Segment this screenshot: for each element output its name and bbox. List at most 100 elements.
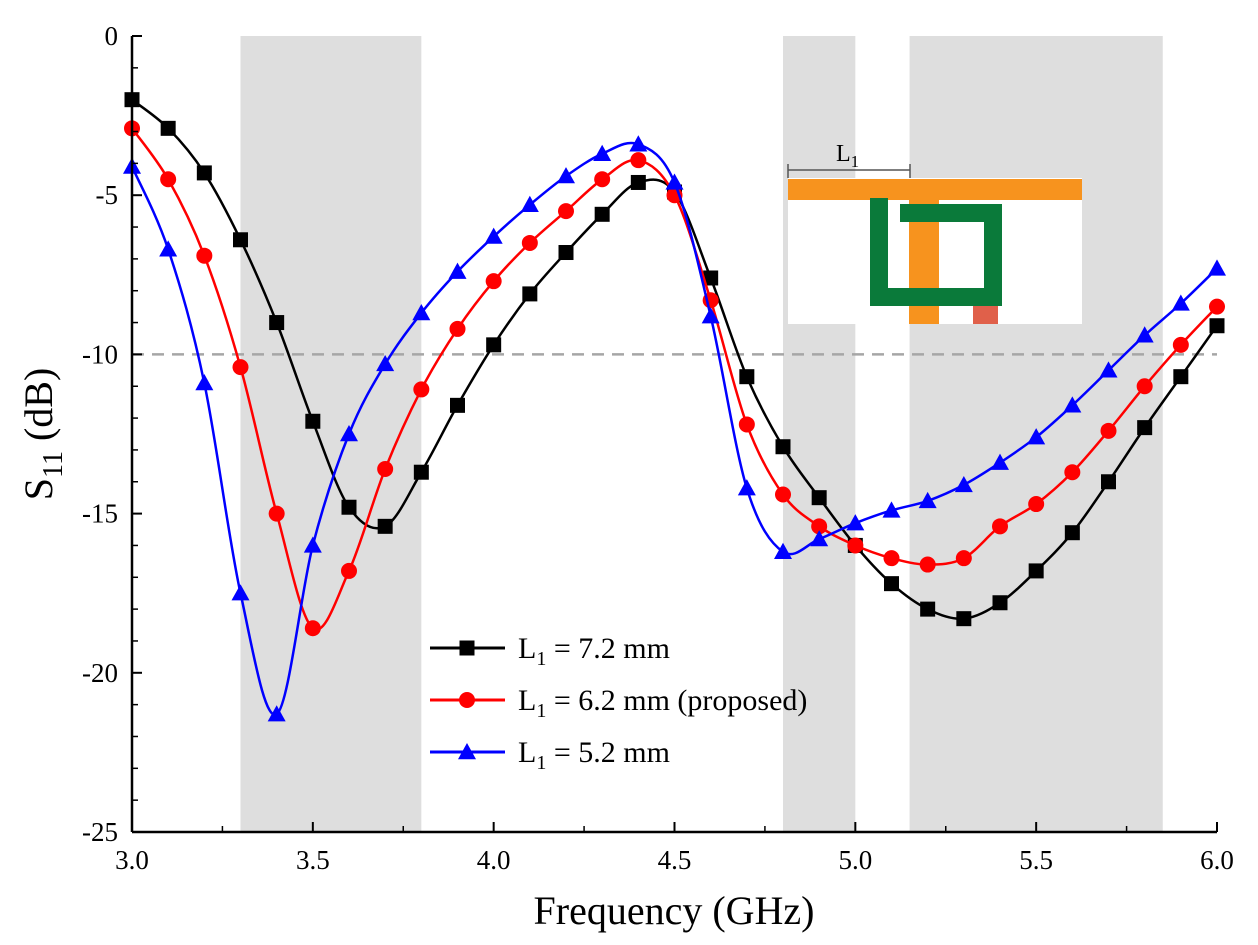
data-point-triangle (1208, 259, 1226, 276)
data-point-circle (268, 505, 285, 522)
data-point-square (811, 490, 827, 506)
x-tick-label: 3.0 (115, 845, 149, 875)
ticks: 3.0 3.5 4.0 4.5 5.0 5.5 6.0 0 -5 -10 -15 -20 -25 (82, 21, 1234, 875)
data-point-square (160, 120, 176, 136)
data-point-square (486, 337, 502, 353)
legend-label-rest: = 7.2 mm (546, 632, 670, 665)
shaded-band-2 (783, 36, 856, 832)
data-point-circle (847, 537, 864, 554)
data-point-triangle (629, 135, 648, 152)
data-point-triangle (520, 195, 539, 212)
data-point-triangle (448, 262, 467, 279)
data-point-square (739, 369, 755, 385)
legend-marker (459, 692, 475, 708)
legend-label-main: L (518, 736, 536, 769)
legend-marker (459, 640, 475, 656)
data-point-circle (558, 203, 574, 220)
data-point-square (558, 245, 574, 261)
data-point-circle (594, 171, 611, 188)
x-tick-label: 4.5 (658, 845, 692, 875)
data-point-triangle (774, 542, 792, 560)
data-point-square (920, 601, 936, 617)
data-point-square (305, 413, 321, 429)
data-point-circle (413, 381, 430, 398)
data-point-triangle (340, 425, 358, 442)
data-point-square (775, 439, 791, 455)
data-point-circle (955, 550, 972, 567)
data-point-triangle (303, 536, 322, 553)
data-point-triangle (665, 173, 684, 190)
data-point-square (630, 174, 646, 190)
inset-label-main: L (836, 141, 851, 167)
inset-green-slot (870, 198, 1002, 306)
y-axis-title-unit: (dB) (16, 368, 61, 451)
data-point-circle (775, 486, 791, 503)
data-point-triangle (376, 354, 395, 372)
data-point-triangle (810, 530, 829, 547)
data-point-square (1064, 525, 1080, 541)
data-point-triangle (159, 240, 178, 257)
data-point-triangle (701, 307, 720, 324)
data-point-circle (919, 556, 936, 573)
data-point-square (992, 595, 1008, 611)
legend-entry-1: L1 = 7.2 mm (430, 632, 670, 670)
legend-label: L1 = 6.2 mm (proposed) (518, 684, 807, 722)
data-point-triangle (737, 479, 756, 496)
data-point-triangle (918, 491, 937, 509)
data-point-square (413, 464, 429, 480)
data-point-triangle (882, 501, 901, 518)
data-point-square (703, 270, 719, 286)
legend-label-sub: 1 (536, 648, 546, 670)
legend-label-main: L (518, 684, 536, 717)
y-tick-label: -5 (96, 180, 119, 210)
x-axis-title: Frequency (GHz) (534, 888, 815, 933)
data-point-triangle (1171, 294, 1190, 311)
data-point-circle (738, 416, 755, 433)
data-point-triangle (1135, 326, 1154, 343)
y-axis-title: S11 (dB) (16, 368, 69, 501)
y-tick-label: 0 (105, 21, 119, 51)
legend-entry-2: L1 = 6.2 mm (proposed) (430, 684, 807, 722)
data-point-triangle (1027, 428, 1046, 445)
data-point-circle (1209, 298, 1225, 315)
data-point-square (956, 611, 972, 627)
data-point-circle (992, 518, 1008, 535)
inset-feed-line (788, 179, 1082, 200)
shaded-bands (240, 36, 1163, 832)
data-point-triangle (195, 374, 214, 391)
series-layer (123, 92, 1226, 722)
series-triangle (123, 135, 1226, 722)
data-point-square (341, 499, 357, 515)
legend-label-rest: = 6.2 mm (proposed) (546, 684, 807, 717)
inset-label-sub: 1 (851, 152, 860, 171)
data-point-triangle (231, 584, 250, 601)
legend-label: L1 = 7.2 mm (518, 632, 670, 670)
y-axis-title-sub: 11 (38, 451, 69, 478)
legend-label-sub: 1 (536, 700, 546, 722)
data-point-circle (521, 234, 538, 251)
inset-label: L1 (836, 141, 859, 171)
inset-port (973, 306, 998, 324)
x-tick-label: 5.0 (838, 845, 872, 875)
y-tick-label: -25 (82, 817, 118, 847)
data-point-circle (449, 320, 466, 337)
legend-label: L1 = 5.2 mm (518, 736, 670, 774)
data-point-square (450, 397, 465, 413)
x-tick-label: 3.5 (296, 845, 330, 875)
data-point-circle (1172, 336, 1189, 353)
data-point-square (594, 206, 610, 222)
data-point-square (1028, 563, 1044, 579)
data-point-triangle (484, 227, 503, 244)
x-tick-label: 6.0 (1200, 845, 1234, 875)
data-point-triangle (1063, 396, 1082, 413)
data-point-square (269, 315, 285, 331)
data-point-circle (485, 273, 502, 290)
data-point-triangle (412, 304, 431, 321)
data-point-circle (811, 518, 828, 535)
data-point-circle (1064, 464, 1081, 481)
y-tick-label: -15 (82, 499, 118, 529)
series-circle (124, 120, 1225, 637)
x-tick-label: 5.5 (1019, 845, 1053, 875)
